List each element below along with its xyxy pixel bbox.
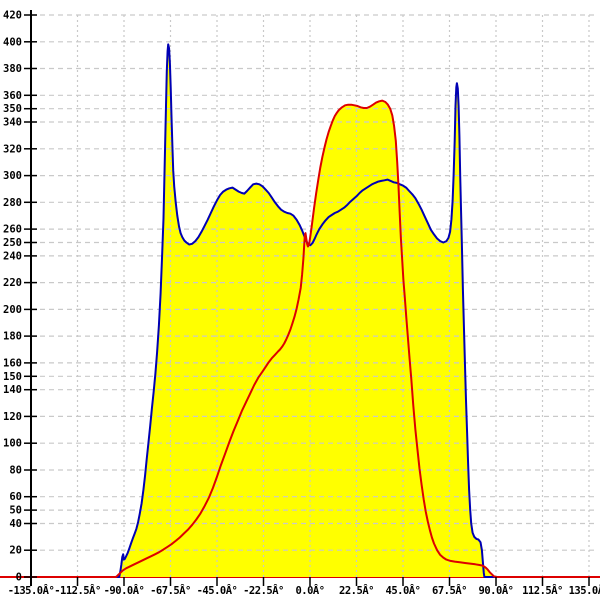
y-axis-label: 40 bbox=[9, 518, 22, 530]
y-axis-label: 20 bbox=[9, 545, 22, 557]
y-axis-label: 320 bbox=[3, 143, 22, 155]
y-axis-label: 250 bbox=[3, 237, 22, 249]
x-axis-label: 0.0Â° bbox=[295, 584, 324, 597]
y-axis-label: 100 bbox=[3, 438, 22, 450]
y-axis-label: 0 bbox=[16, 572, 22, 584]
y-axis-label: 160 bbox=[3, 357, 22, 369]
x-axis-label: -112.5Â° bbox=[54, 584, 101, 597]
x-axis-label: 22.5Â° bbox=[339, 584, 374, 597]
y-axis-label: 60 bbox=[9, 491, 22, 503]
y-axis-label: 380 bbox=[3, 63, 22, 75]
x-axis-label: 45.0Â° bbox=[386, 584, 421, 597]
y-axis-label: 120 bbox=[3, 411, 22, 423]
x-axis-label: 112.5Â° bbox=[522, 584, 563, 597]
y-axis-label: 200 bbox=[3, 304, 22, 316]
y-axis-label: 420 bbox=[3, 10, 22, 22]
y-axis-label: 360 bbox=[3, 90, 22, 102]
red-curve-fill bbox=[31, 100, 589, 577]
x-axis-label: 90.0Â° bbox=[479, 584, 514, 597]
y-axis-label: 220 bbox=[3, 277, 22, 289]
x-axis-label: -22.5Â° bbox=[243, 584, 284, 597]
x-axis-label: -67.5Â° bbox=[150, 584, 191, 597]
y-axis-label: 50 bbox=[9, 505, 22, 517]
y-axis-label: 140 bbox=[3, 384, 22, 396]
x-axis-label: -135.0Â° bbox=[8, 584, 55, 597]
x-axis-label: 135.0Â° bbox=[569, 584, 600, 597]
y-axis-label: 300 bbox=[3, 170, 22, 182]
x-axis-label: -45.0Â° bbox=[197, 584, 238, 597]
x-axis-label: 67.5Â° bbox=[432, 584, 467, 597]
y-axis-label: 260 bbox=[3, 224, 22, 236]
y-axis-label: 340 bbox=[3, 117, 22, 129]
y-axis-label: 240 bbox=[3, 250, 22, 262]
y-axis-label: 280 bbox=[3, 197, 22, 209]
red-curve bbox=[30, 99, 590, 578]
y-axis-label: 150 bbox=[3, 371, 22, 383]
y-axis-label: 400 bbox=[3, 36, 22, 48]
y-axis-label: 80 bbox=[9, 465, 22, 477]
y-axis-label: 180 bbox=[3, 331, 22, 343]
y-axis-label: 350 bbox=[3, 103, 22, 115]
blue-curve bbox=[30, 43, 590, 578]
x-axis-label: -90.0Â° bbox=[104, 584, 145, 597]
